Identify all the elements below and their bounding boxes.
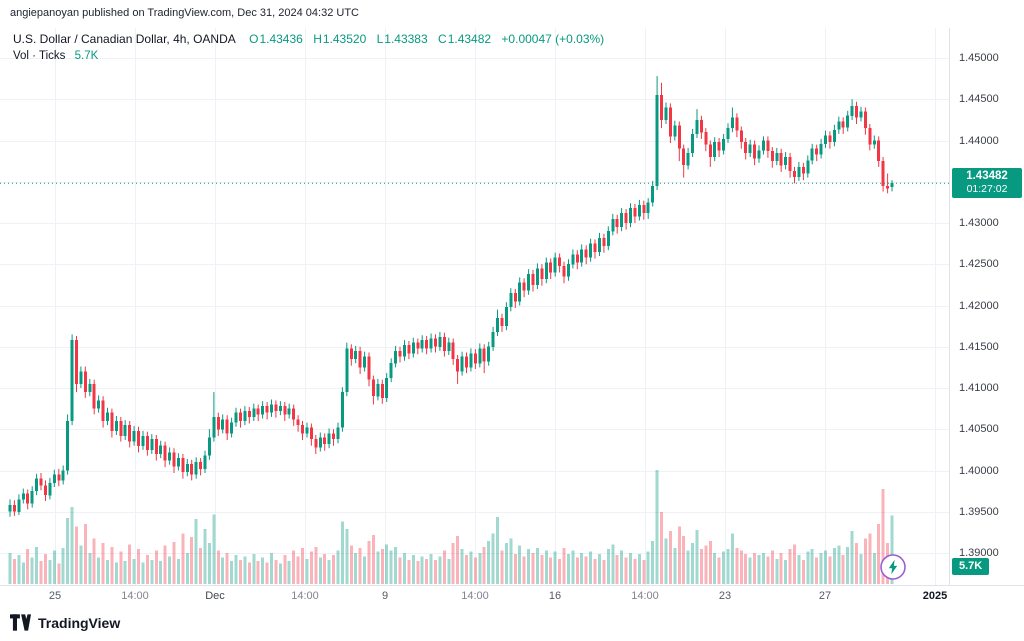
ohlc-low: L1.43383 (377, 32, 428, 46)
price-axis-label: 1.44000 (959, 134, 999, 147)
time-axis-label: 14:00 (121, 590, 149, 602)
time-axis[interactable]: 25 14:00 Dec 14:00 9 14:00 16 14:00 23 27 2025 (0, 585, 1024, 608)
symbol-title[interactable]: U.S. Dollar / Canadian Dollar, 4h, OANDA (13, 32, 236, 46)
volume-value-badge: 5.7K (952, 558, 990, 575)
chart-plot-area[interactable] (0, 28, 949, 585)
time-axis-label: 14:00 (291, 590, 319, 602)
price-axis-label: 1.41000 (959, 382, 999, 394)
ohlc-open: O1.43436 (249, 32, 303, 46)
volume-indicator-value: 5.7K (74, 50, 99, 62)
price-axis-label: 1.40000 (959, 464, 999, 477)
tradingview-logo-icon (10, 614, 31, 631)
price-axis[interactable]: 1.43482 01:27:02 1.45000 1.44500 1.44000 1.… (949, 28, 1024, 585)
tradingview-logo[interactable]: TradingView (10, 614, 120, 631)
ohlc-low-label: L (376, 32, 384, 46)
last-price-value: 1.43482 (966, 170, 1008, 183)
tradingview-logo-text: TradingView (38, 614, 121, 631)
ohlc-open-value: 1.43436 (259, 32, 303, 46)
price-axis-label: 1.41500 (959, 340, 999, 353)
attribution-text: angiepanoyan published on TradingView.co… (10, 7, 359, 19)
time-axis-label: 14:00 (631, 590, 659, 602)
lightning-bolt-icon (880, 554, 906, 580)
price-axis-label: 1.39500 (959, 505, 999, 518)
ohlc-close-value: 1.43482 (447, 32, 492, 46)
ohlc-close-label: C (438, 32, 447, 46)
price-axis-label: 1.44500 (959, 93, 999, 106)
time-axis-label: 9 (381, 590, 389, 602)
price-axis-label: 1.43000 (959, 217, 999, 229)
time-axis-label: 23 (718, 590, 732, 602)
time-axis-label: 14:00 (461, 590, 489, 602)
ohlc-close: C1.43482 (438, 32, 491, 46)
ohlc-high-value: 1.43520 (322, 32, 367, 46)
time-axis-label: 16 (548, 590, 562, 602)
time-axis-label: 27 (818, 590, 832, 602)
price-axis-label: 1.42500 (959, 258, 999, 271)
price-axis-label: 1.40500 (959, 423, 999, 436)
time-axis-label: 2025 (922, 590, 948, 602)
last-price-badge: 1.43482 01:27:02 (952, 168, 1022, 199)
price-axis-label: 1.42000 (959, 299, 999, 312)
ohlc-low-value: 1.43383 (384, 32, 428, 46)
symbol-info-row: U.S. Dollar / Canadian Dollar, 4h, OANDA… (13, 33, 604, 45)
candlestick-chart[interactable] (0, 28, 949, 585)
price-change: +0.00047 (+0.03%) (501, 32, 605, 46)
time-axis-label: Dec (205, 590, 225, 602)
volume-indicator-label[interactable]: Vol · Ticks (13, 50, 66, 62)
footer-bar: TradingView (0, 607, 1024, 641)
symbol-header: U.S. Dollar / Canadian Dollar, 4h, OANDA… (13, 33, 604, 63)
ohlc-high: H1.43520 (313, 32, 366, 46)
instant-trading-button[interactable] (879, 553, 907, 581)
volume-indicator-row: Vol · Ticks 5.7K (13, 50, 604, 63)
price-axis-label: 1.45000 (959, 52, 999, 64)
bar-countdown: 01:27:02 (966, 183, 1008, 196)
ohlc-high-label: H (313, 32, 322, 46)
price-axis-label: 1.39000 (959, 547, 999, 559)
ohlc-open-label: O (249, 32, 259, 46)
time-axis-label: 25 (48, 590, 62, 602)
